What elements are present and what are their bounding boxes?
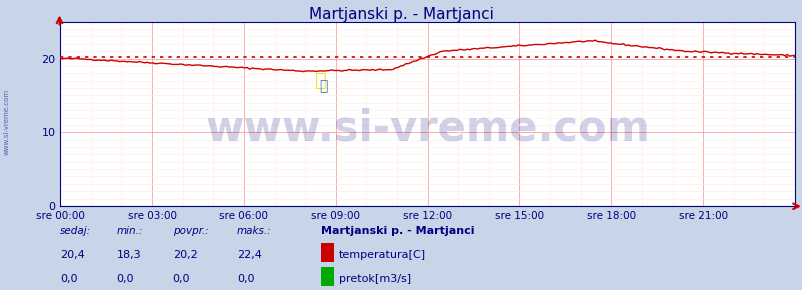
Text: 20,2: 20,2 — [172, 250, 197, 260]
Text: povpr.:: povpr.: — [172, 226, 209, 236]
Text: pretok[m3/s]: pretok[m3/s] — [338, 274, 411, 284]
Text: 0,0: 0,0 — [60, 274, 78, 284]
Text: 20,4: 20,4 — [60, 250, 85, 260]
Text: Martjanski p. - Martjanci: Martjanski p. - Martjanci — [321, 226, 474, 236]
Text: 18,3: 18,3 — [116, 250, 141, 260]
Text: maks.:: maks.: — [237, 226, 271, 236]
Text: Martjanski p. - Martjanci: Martjanski p. - Martjanci — [309, 7, 493, 22]
Text: 0,0: 0,0 — [172, 274, 190, 284]
Text: 0,0: 0,0 — [237, 274, 254, 284]
Text: sedaj:: sedaj: — [60, 226, 91, 236]
Text: temperatura[C]: temperatura[C] — [338, 250, 425, 260]
Text: www.si-vreme.com: www.si-vreme.com — [3, 89, 10, 155]
Text: 0,0: 0,0 — [116, 274, 134, 284]
Text: www.si-vreme.com: www.si-vreme.com — [205, 108, 650, 150]
Text: min.:: min.: — [116, 226, 143, 236]
Text: 22,4: 22,4 — [237, 250, 261, 260]
Text: ⬛: ⬛ — [315, 71, 326, 90]
Text: ⬛: ⬛ — [318, 79, 327, 93]
